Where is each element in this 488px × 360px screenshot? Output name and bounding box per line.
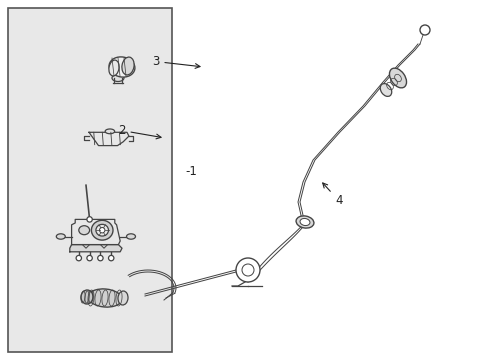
Bar	[8, 8, 172, 352]
Circle shape	[87, 217, 92, 222]
Ellipse shape	[122, 57, 134, 75]
Ellipse shape	[112, 75, 124, 81]
Text: -1: -1	[184, 165, 197, 178]
Polygon shape	[89, 132, 129, 145]
Text: 4: 4	[322, 183, 342, 207]
Polygon shape	[71, 219, 120, 244]
Circle shape	[76, 255, 81, 261]
Ellipse shape	[109, 60, 119, 76]
Ellipse shape	[88, 289, 122, 307]
Polygon shape	[70, 244, 122, 252]
Circle shape	[236, 258, 260, 282]
Ellipse shape	[81, 290, 93, 304]
Circle shape	[87, 255, 92, 261]
Text: 3: 3	[152, 55, 200, 68]
Ellipse shape	[105, 129, 114, 134]
Ellipse shape	[380, 84, 391, 96]
Text: 2: 2	[118, 124, 161, 139]
Circle shape	[108, 255, 114, 261]
Ellipse shape	[388, 68, 406, 88]
Circle shape	[99, 228, 105, 233]
Circle shape	[98, 255, 103, 261]
Ellipse shape	[79, 226, 89, 235]
Ellipse shape	[91, 220, 113, 240]
Ellipse shape	[126, 234, 135, 239]
Ellipse shape	[56, 234, 65, 239]
Ellipse shape	[295, 216, 313, 228]
Ellipse shape	[96, 224, 108, 236]
Ellipse shape	[118, 291, 128, 305]
Circle shape	[242, 264, 253, 276]
Ellipse shape	[300, 219, 309, 226]
Ellipse shape	[109, 57, 135, 77]
Circle shape	[419, 25, 429, 35]
